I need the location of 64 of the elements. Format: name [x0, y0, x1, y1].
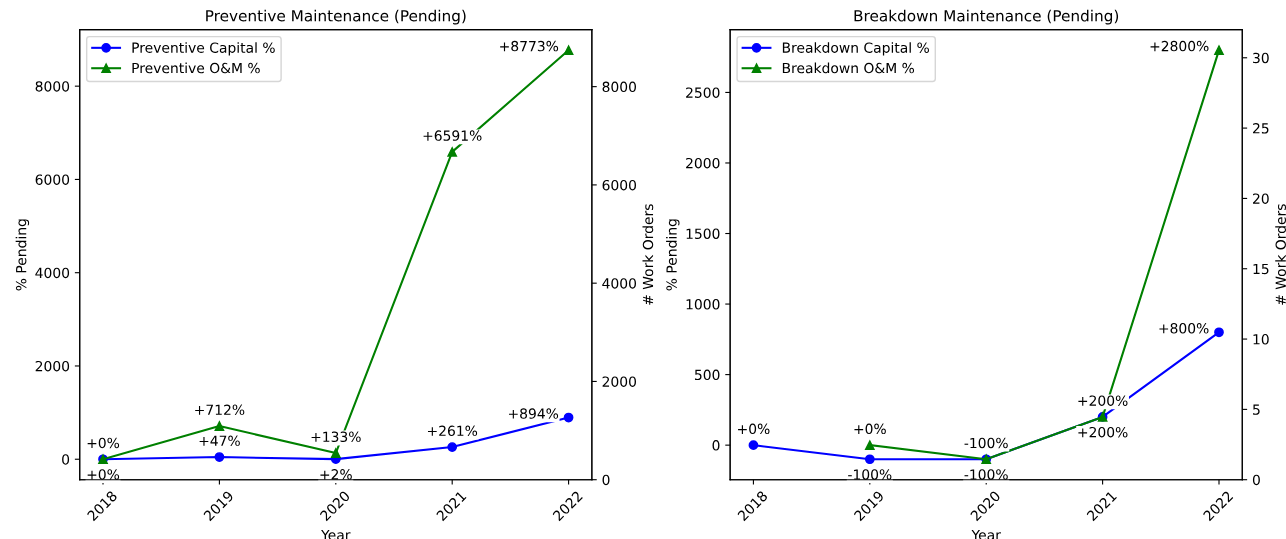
y-tick-label: 2500 [686, 87, 720, 98]
point [864, 440, 875, 451]
data-label: +2800% [1150, 40, 1209, 52]
y-tick-label: 6000 [35, 174, 70, 185]
data-label: +133% [311, 431, 361, 443]
point [214, 421, 225, 431]
y2-tick-label: 0 [1252, 474, 1260, 486]
legend-label: Breakdown O&M % [782, 62, 915, 74]
data-label: +712% [195, 404, 245, 416]
y2-tick-label: 30 [1253, 52, 1269, 64]
point [447, 442, 458, 452]
legend-label: Preventive O&M % [132, 62, 260, 74]
point [563, 412, 574, 423]
legend-label: Breakdown Capital % [782, 42, 929, 56]
y-tick-label: 0 [62, 454, 70, 465]
data-label: +0% [738, 423, 770, 435]
point [330, 448, 341, 458]
y2-tick-label: 2000 [602, 376, 637, 387]
data-label: -100% [964, 469, 1008, 480]
y-axis-title: % Pending [666, 219, 680, 291]
y-tick-label: 2000 [35, 360, 70, 372]
y2-axis-title: # Work Orders [1275, 204, 1286, 305]
y2-tick-label: 5 [1253, 404, 1260, 415]
y2-tick-label: 8000 [602, 81, 637, 93]
data-label: +2% [320, 469, 352, 480]
data-label: +0% [854, 423, 886, 435]
y-tick-label: 1500 [686, 228, 720, 239]
y2-tick-label: 10 [1253, 334, 1269, 345]
y2-tick-label: 6000 [602, 179, 637, 191]
chart-title: Breakdown Maintenance (Pending) [854, 9, 1119, 25]
point [864, 454, 875, 465]
legend-label: Preventive Capital % [132, 42, 275, 56]
data-label: +8773% [500, 40, 559, 52]
y2-tick-label: 0 [602, 474, 610, 486]
y-tick-label: 8000 [35, 81, 70, 92]
y2-tick-label: 4000 [602, 278, 637, 289]
point [563, 45, 574, 55]
y2-tick-label: 15 [1253, 263, 1269, 275]
y-tick-label: 1000 [686, 299, 720, 310]
data-label: +261% [427, 425, 478, 437]
chart-title: Preventive Maintenance (Pending) [206, 9, 466, 25]
point [1214, 327, 1224, 338]
data-label: +6591% [423, 130, 482, 141]
data-label: +0% [87, 469, 120, 480]
point [748, 440, 759, 451]
y2-tick-label: 20 [1253, 193, 1269, 204]
y2-tick-label: 25 [1253, 123, 1269, 134]
y2-axis-title: # Work Orders [642, 204, 654, 305]
data-label: -100% [848, 469, 892, 480]
y-axis-title: % Pending [15, 219, 30, 291]
y-tick-label: 0 [712, 440, 720, 451]
data-label: +200% [1078, 426, 1128, 438]
y-tick-label: 500 [694, 369, 720, 381]
data-label: +800% [1159, 323, 1209, 334]
y-tick-label: 2000 [686, 157, 720, 169]
data-label: +894% [508, 408, 559, 419]
data-label: +0% [87, 437, 120, 449]
data-label: +47% [199, 435, 240, 447]
point [1214, 45, 1224, 55]
y-tick-label: 4000 [35, 267, 70, 279]
data-label: -100% [964, 437, 1008, 449]
data-label: +200% [1078, 395, 1128, 406]
point [447, 147, 458, 157]
point [214, 452, 225, 462]
